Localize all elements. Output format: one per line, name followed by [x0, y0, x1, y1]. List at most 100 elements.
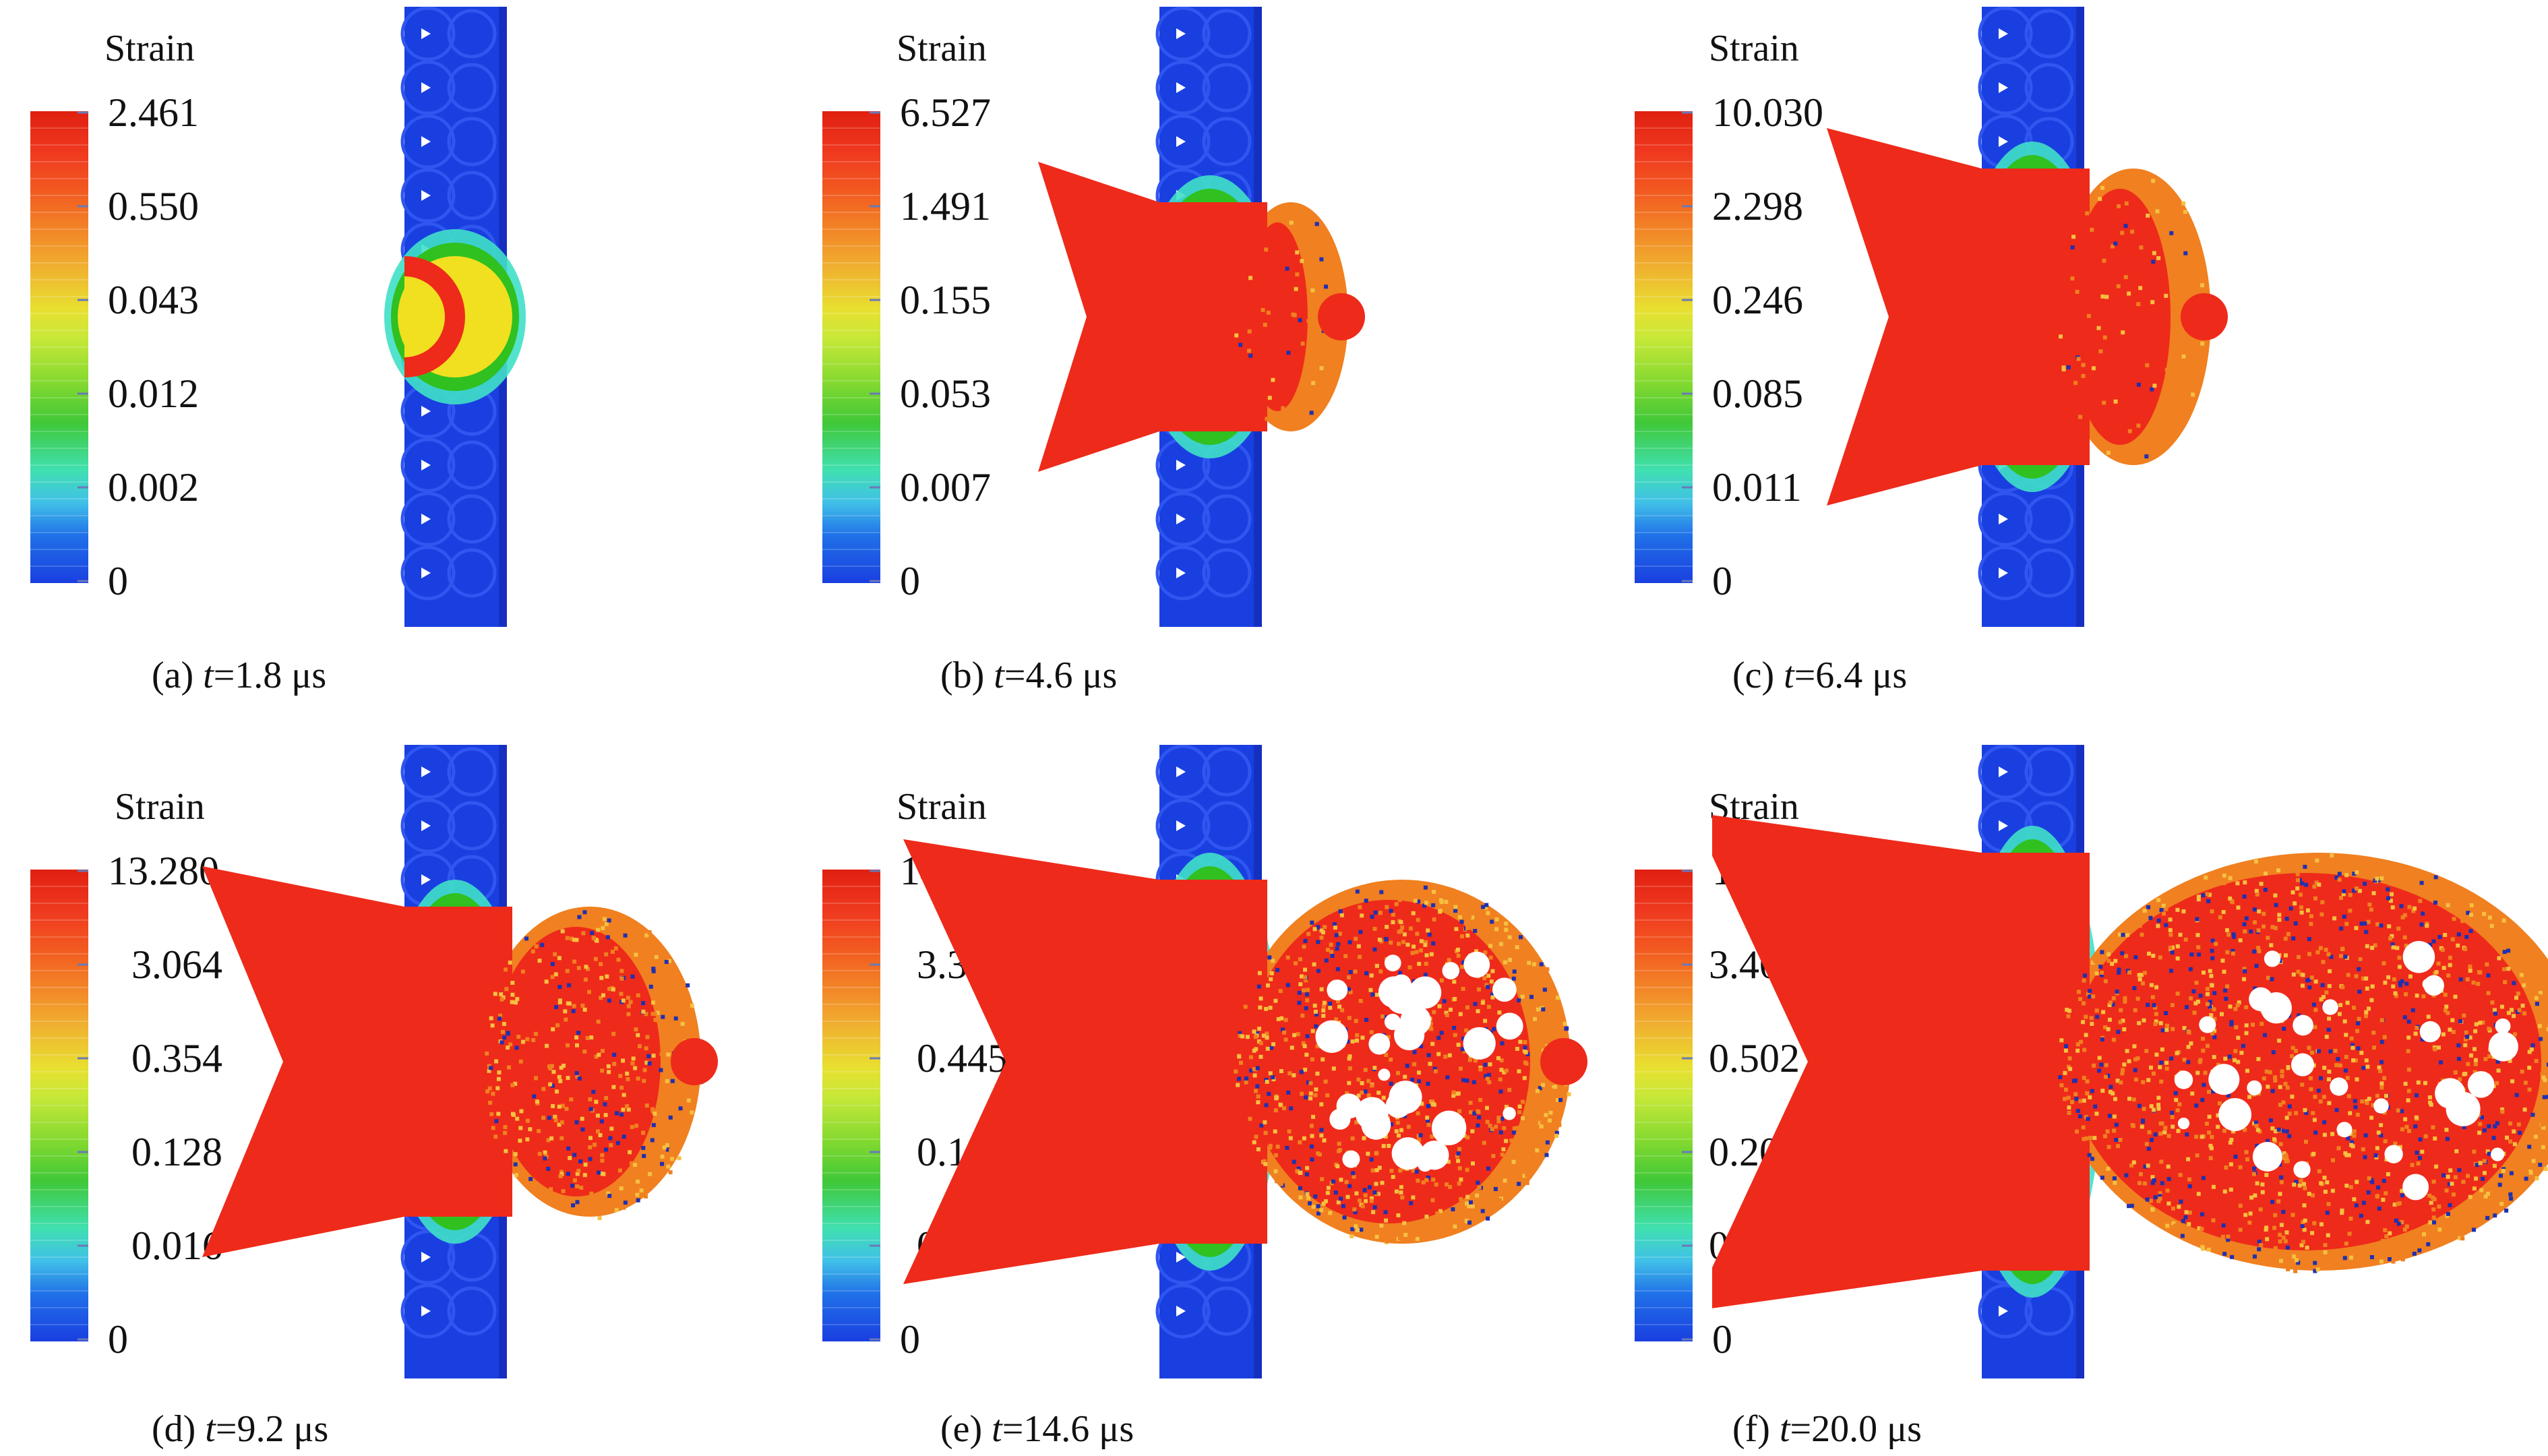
fragment — [1429, 1027, 1434, 1031]
fragment — [1547, 1095, 1552, 1099]
caption-time-variable: t — [203, 655, 214, 696]
fragment — [2113, 241, 2118, 246]
fragment — [2087, 1153, 2092, 1157]
fragment — [2537, 994, 2541, 998]
fragment — [690, 1110, 694, 1115]
fragment — [2493, 1011, 2498, 1016]
fragment — [1299, 212, 1304, 216]
fragment — [1316, 1204, 1321, 1209]
fragment — [622, 1176, 627, 1181]
fragment — [2220, 870, 2224, 874]
fragment — [1294, 286, 1298, 291]
fragment — [1397, 930, 1401, 934]
debris-cloud-core — [492, 927, 661, 1196]
fragment — [2209, 973, 2214, 978]
fragment — [1517, 1110, 1522, 1114]
colorbar — [30, 111, 88, 583]
fragment — [2423, 1081, 2427, 1085]
fragment — [507, 1065, 511, 1070]
fragment — [1244, 1076, 1248, 1081]
fragment — [1545, 1140, 1550, 1145]
fragment — [2406, 1098, 2410, 1103]
fragment — [1312, 962, 1316, 967]
fragment — [1273, 1153, 1278, 1157]
fragment — [1281, 406, 1285, 411]
fragment — [597, 1216, 602, 1221]
fragment — [1486, 1216, 1490, 1221]
fragment — [1347, 975, 1351, 979]
fragment — [1535, 1089, 1540, 1093]
fragment — [599, 1119, 604, 1124]
colorbar-tick-label: 13.280 — [108, 849, 219, 893]
fragment — [2349, 1255, 2353, 1260]
fragment — [2512, 1014, 2516, 1019]
fragment — [1385, 1239, 1389, 1244]
fragment — [1527, 961, 1531, 965]
fragment — [2222, 1189, 2227, 1194]
fragment — [2228, 1162, 2233, 1167]
debris-void — [1463, 1027, 1496, 1060]
fragment — [2378, 1068, 2383, 1073]
fragment — [2066, 1014, 2071, 1019]
fragment — [2253, 1193, 2257, 1198]
fragment — [612, 1062, 617, 1066]
debris-void — [2488, 1031, 2518, 1062]
fragment — [2166, 1164, 2171, 1169]
fragment — [1557, 1122, 1562, 1127]
fragment — [2228, 1141, 2233, 1145]
fragment — [1310, 288, 1315, 293]
fragment — [2284, 1230, 2289, 1235]
fragment — [559, 1172, 564, 1176]
fragment — [1301, 1041, 1306, 1045]
fragment — [2092, 1063, 2096, 1068]
fragment — [1508, 958, 1513, 962]
fragment — [2178, 932, 2183, 937]
fragment — [600, 1153, 605, 1157]
fragment — [508, 1042, 513, 1047]
fragment — [1445, 1182, 1449, 1187]
fragment — [2190, 1091, 2195, 1096]
fragment — [1358, 1199, 1362, 1203]
fragment — [1488, 944, 1493, 948]
caption-label: (e) — [940, 1408, 983, 1450]
fragment — [1298, 1140, 1302, 1145]
fragment — [1496, 1056, 1500, 1060]
fragment — [680, 983, 685, 988]
fragment — [2202, 1238, 2207, 1243]
fragment — [1470, 915, 1475, 919]
fragment — [2456, 932, 2461, 937]
fragment — [1258, 1054, 1263, 1059]
plate-cell — [447, 548, 497, 598]
fragment — [1340, 1008, 1345, 1012]
fragment — [595, 1114, 600, 1118]
fragment — [1500, 1152, 1505, 1157]
fragment — [1395, 1120, 1400, 1125]
fragment — [508, 961, 512, 965]
fragment — [636, 1033, 640, 1037]
fragment — [2415, 1151, 2419, 1155]
fragment — [1269, 977, 1273, 981]
fragment — [1355, 1038, 1359, 1043]
fragment — [2082, 1001, 2086, 1006]
fragment — [1458, 1012, 1463, 1017]
fragment — [2327, 983, 2332, 988]
fragment — [2446, 903, 2450, 907]
fragment — [2192, 1241, 2197, 1246]
fragment — [604, 952, 609, 957]
fragment — [2236, 905, 2241, 910]
fragment — [1396, 1213, 1401, 1217]
fragment — [1279, 1069, 1283, 1073]
fragment — [1360, 1035, 1365, 1040]
fragment — [1391, 920, 1395, 925]
fragment — [2124, 1173, 2129, 1178]
fragment — [2158, 1121, 2163, 1126]
fragment — [2350, 1045, 2355, 1050]
fragment — [559, 1120, 564, 1125]
fragment — [1415, 1233, 1420, 1238]
fragment — [626, 1004, 631, 1008]
debris-void — [2322, 999, 2338, 1015]
fragment — [550, 962, 555, 967]
fragment — [645, 1035, 650, 1039]
fragment — [1456, 1042, 1461, 1047]
fragment — [2186, 1060, 2191, 1064]
